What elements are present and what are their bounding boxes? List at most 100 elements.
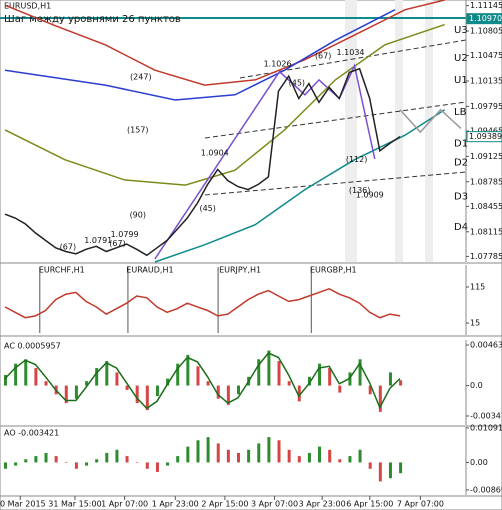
bar [186,446,190,463]
bar [44,452,48,463]
bar [399,462,403,474]
x-tick-label: 31 Mar 15:00 [48,500,101,509]
bar [267,437,271,463]
annotation: 1.1026 [264,60,292,69]
annotation: (45) [289,78,305,87]
price-marker-label: 1.09389 [469,132,502,141]
annotation: (112) [346,155,368,164]
level-label: U3 [454,25,468,36]
y-tick-label: 1.10135 [470,76,502,85]
bar [226,385,230,405]
bar [297,456,301,463]
bar [388,372,392,386]
y-tick-label: -0.00347 [470,411,502,420]
y-tick-label: 115 [470,283,485,292]
y-tick-label: 1.08115 [470,227,502,236]
bar [4,462,7,469]
price-marker [466,13,502,25]
y-tick-label: 1.09465 [470,127,502,136]
bar [297,385,301,402]
bar [34,456,38,463]
panel-label: EURJPY,H1 [219,266,261,275]
x-tick-label: 3 Apr 07:00 [251,500,298,509]
bar [307,452,311,463]
annotation: 1.1034 [337,48,365,57]
bar [4,375,7,386]
level-label: D1 [454,138,468,149]
bar [378,385,382,412]
bar [176,456,180,463]
annotation: 1.0909 [356,190,384,199]
level-label: LB [454,107,467,118]
bar [277,440,281,463]
annotation: 1.0791 [84,236,112,245]
bar [328,449,332,463]
bar [14,363,18,386]
bar [95,459,99,463]
bar [237,452,240,463]
bar [287,449,291,463]
channel-line [204,171,467,196]
panel-label: EURCHF,H1 [39,266,85,275]
bar [125,385,129,390]
bar [348,456,352,463]
x-tick-label: 1 Apr 07:00 [101,500,148,509]
bar [54,456,58,463]
pane-subtitle: Шаг между уровнями 26 пунктов [4,14,181,25]
series-line [4,23,445,186]
y-tick-label: 0.00463 [470,340,502,349]
bar [368,385,372,395]
y-tick-label: 15 [470,319,480,328]
bar [64,385,68,404]
bar [328,368,332,386]
x-tick-label: 1 Apr 23:00 [152,500,199,509]
x-tick-label: 6 Apr 15:00 [346,500,393,509]
bar [176,363,180,386]
bar [399,380,403,386]
series-line [154,109,446,263]
bar [237,385,240,395]
annotation: (90) [130,210,146,219]
bar [196,440,200,463]
bar [378,462,382,482]
series-line [399,108,462,134]
level-label: D3 [454,191,468,202]
bar [277,361,281,386]
panel-label: EURGBP,H1 [310,266,357,275]
series-line [4,67,401,257]
x-tick-label: 30 Mar 2015 [0,500,46,509]
level-label: D4 [454,222,468,233]
bar [125,456,129,463]
annotation: (247) [130,72,152,81]
bar [307,376,311,386]
annotation: (157) [127,125,149,134]
bar [257,443,261,463]
session-band [425,0,433,262]
bar [64,462,68,463]
bar [85,462,89,466]
y-tick-label: 1.10805 [470,26,502,35]
channel-line [204,101,467,139]
bar [14,462,18,466]
series-line [4,9,396,101]
bar [226,449,230,463]
bar [166,462,170,466]
pane-title: AO -0.003421 [4,429,59,438]
bar [74,385,78,399]
level-label: D2 [454,158,468,169]
annotation: 1.0904 [201,149,229,158]
level-label: U2 [454,53,468,64]
bar [135,385,139,404]
bar [247,449,251,463]
bar [135,462,139,463]
bar [287,381,291,386]
y-tick-label: 1.11145 [470,1,502,10]
bar [388,462,392,479]
pane-title: EURUSD,H1 [4,2,51,11]
bar [105,452,109,463]
y-tick-label: 1.07785 [470,252,502,261]
annotation: (45) [199,204,215,213]
bar [257,359,261,386]
